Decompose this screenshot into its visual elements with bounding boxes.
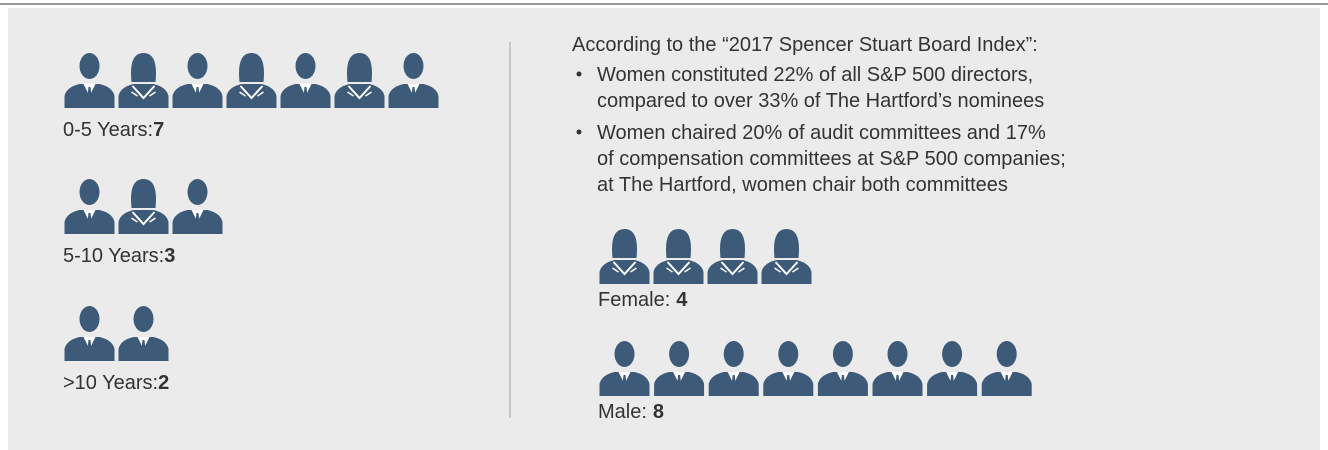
- tenure-label: 0-5 Years:7: [63, 119, 164, 141]
- gender-count: 8: [653, 401, 664, 423]
- tenure-name: 5-10 Years:: [63, 245, 164, 267]
- intro: According to the “2017 Spencer Stuart Bo…: [572, 34, 1038, 56]
- gender-label: Male: 8: [598, 401, 664, 423]
- gender-name: Male:: [598, 401, 647, 423]
- bullet-line: at The Hartford, women chair both commit…: [597, 174, 1008, 196]
- gender-label: Female: 4: [598, 289, 688, 311]
- tenure-name: 0-5 Years:: [63, 119, 153, 141]
- tenure-label: 5-10 Years:3: [63, 245, 175, 267]
- gender-name: Female:: [598, 289, 670, 311]
- tenure-count: 7: [153, 119, 164, 141]
- gender-count: 4: [676, 289, 688, 311]
- tenure-name: >10 Years:: [63, 372, 158, 394]
- bullet-line: Women chaired 20% of audit committees an…: [597, 122, 1046, 144]
- bullet-dot: [576, 71, 582, 77]
- bullet-line: of compensation committees at S&P 500 co…: [597, 148, 1066, 170]
- bullet-line: Women constituted 22% of all S&P 500 dir…: [597, 64, 1033, 86]
- tenure-label: >10 Years:2: [63, 372, 169, 394]
- top-rule: [0, 3, 1328, 5]
- tenure-count: 2: [158, 372, 169, 394]
- tenure-count: 3: [164, 245, 175, 267]
- bullet-line: compared to over 33% of The Hartford’s n…: [597, 90, 1044, 112]
- bullet-dot: [576, 129, 582, 135]
